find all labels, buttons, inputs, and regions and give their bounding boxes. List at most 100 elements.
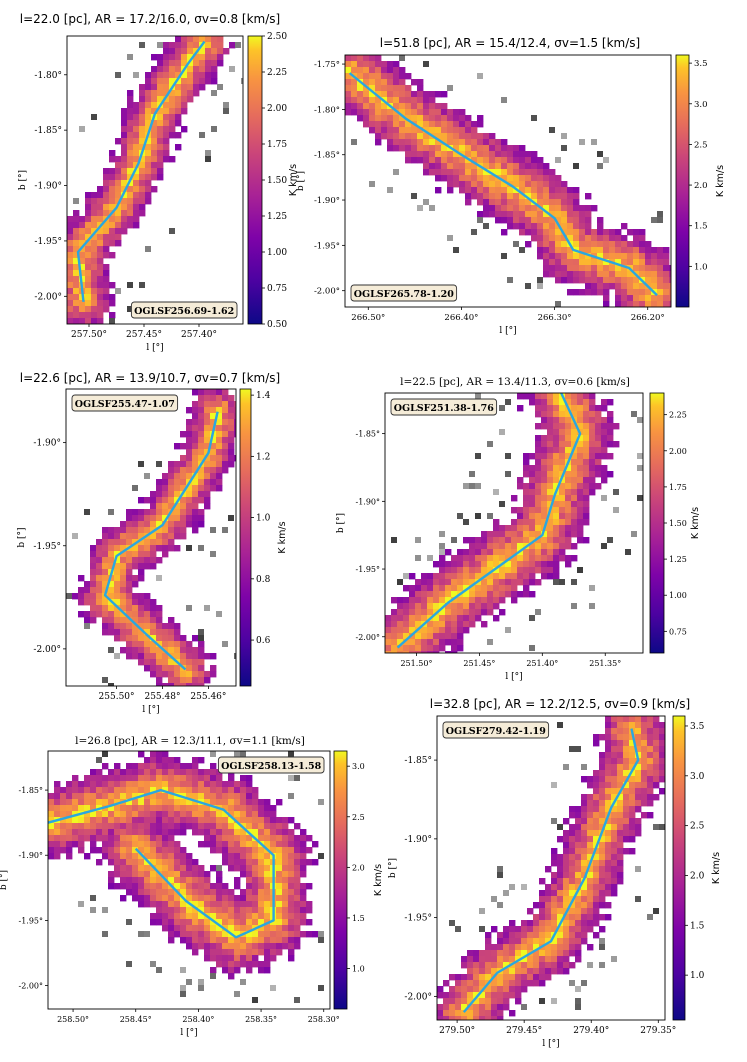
intensity-pixel: [102, 605, 109, 612]
intensity-pixel: [575, 842, 582, 849]
intensity-pixel: [162, 623, 169, 630]
background-pixel: [205, 156, 211, 162]
intensity-pixel: [501, 205, 508, 212]
background-pixel: [403, 573, 409, 579]
intensity-pixel: [557, 836, 564, 843]
intensity-pixel: [168, 641, 175, 648]
intensity-pixel: [102, 835, 109, 842]
intensity-pixel: [96, 581, 103, 588]
intensity-pixel: [547, 555, 554, 562]
intensity-pixel: [487, 609, 494, 616]
intensity-pixel: [499, 537, 506, 544]
intensity-pixel: [515, 944, 522, 951]
intensity-pixel: [605, 782, 612, 789]
intensity-pixel: [563, 878, 570, 885]
intensity-pixel: [79, 228, 86, 235]
intensity-pixel: [132, 617, 139, 624]
intensity-pixel: [571, 531, 578, 538]
intensity-pixel: [423, 109, 430, 116]
intensity-pixel: [563, 962, 570, 969]
colorbar-gradient: [675, 54, 690, 308]
intensity-pixel: [451, 555, 458, 562]
intensity-pixel: [585, 229, 592, 236]
intensity-pixel: [246, 931, 253, 938]
plot-frame: [436, 715, 666, 1021]
intensity-pixel: [168, 491, 175, 498]
intensity-pixel: [48, 835, 55, 842]
intensity-pixel: [587, 854, 594, 861]
intensity-pixel: [103, 294, 110, 301]
intensity-pixel: [653, 764, 660, 771]
intensity-pixel: [417, 139, 424, 146]
intensity-pixel: [282, 829, 289, 836]
intensity-pixel: [168, 497, 175, 504]
y-tick-label: -2.00°: [355, 633, 380, 642]
intensity-pixel: [138, 895, 145, 902]
intensity-pixel: [216, 949, 223, 956]
intensity-pixel: [399, 67, 406, 74]
intensity-pixel: [264, 877, 271, 884]
intensity-pixel: [567, 199, 574, 206]
intensity-pixel: [531, 175, 538, 182]
intensity-pixel: [501, 163, 508, 170]
intensity-pixel: [623, 818, 630, 825]
intensity-pixel: [162, 799, 169, 806]
intensity-pixel: [591, 265, 598, 272]
intensity-pixel: [138, 599, 145, 606]
background-pixel: [597, 163, 603, 169]
y-tick-label: -1.85°: [18, 786, 43, 795]
intensity-pixel: [168, 757, 175, 764]
intensity-pixel: [246, 895, 253, 902]
intensity-pixel: [515, 998, 522, 1005]
intensity-pixel: [138, 781, 145, 788]
intensity-pixel: [587, 890, 594, 897]
background-pixel: [294, 997, 300, 1003]
intensity-pixel: [429, 139, 436, 146]
intensity-pixel: [531, 163, 538, 170]
intensity-pixel: [139, 90, 146, 97]
intensity-pixel: [617, 830, 624, 837]
intensity-pixel: [150, 853, 157, 860]
background-pixel: [415, 555, 421, 561]
intensity-pixel: [555, 205, 562, 212]
intensity-pixel: [565, 441, 572, 448]
intensity-pixel: [216, 419, 223, 426]
intensity-pixel: [192, 793, 199, 800]
intensity-pixel: [175, 84, 182, 91]
intensity-pixel: [198, 473, 205, 480]
intensity-pixel: [469, 567, 476, 574]
intensity-pixel: [543, 175, 550, 182]
intensity-pixel: [551, 914, 558, 921]
intensity-pixel: [605, 836, 612, 843]
background-pixel: [139, 42, 145, 48]
intensity-pixel: [493, 531, 500, 538]
background-pixel: [199, 132, 205, 138]
intensity-pixel: [525, 187, 532, 194]
intensity-pixel: [639, 253, 646, 260]
intensity-pixel: [491, 986, 498, 993]
intensity-pixel: [581, 806, 588, 813]
intensity-pixel: [258, 931, 265, 938]
intensity-pixel: [541, 405, 548, 412]
intensity-pixel: [415, 585, 422, 592]
background-pixel: [657, 217, 663, 223]
intensity-pixel: [447, 109, 454, 116]
intensity-pixel: [523, 537, 530, 544]
intensity-pixel: [515, 926, 522, 933]
intensity-pixel: [611, 752, 618, 759]
intensity-pixel: [517, 543, 524, 550]
intensity-pixel: [264, 961, 271, 968]
intensity-pixel: [186, 683, 193, 686]
intensity-pixel: [264, 943, 271, 950]
intensity-pixel: [381, 91, 388, 98]
intensity-pixel: [198, 665, 205, 672]
intensity-pixel: [597, 235, 604, 242]
intensity-pixel: [553, 537, 560, 544]
intensity-pixel: [276, 901, 283, 908]
intensity-pixel: [493, 579, 500, 586]
intensity-pixel: [90, 563, 97, 570]
intensity-pixel: [192, 671, 199, 678]
intensity-pixel: [223, 48, 230, 55]
intensity-pixel: [451, 645, 458, 652]
intensity-pixel: [547, 441, 554, 448]
